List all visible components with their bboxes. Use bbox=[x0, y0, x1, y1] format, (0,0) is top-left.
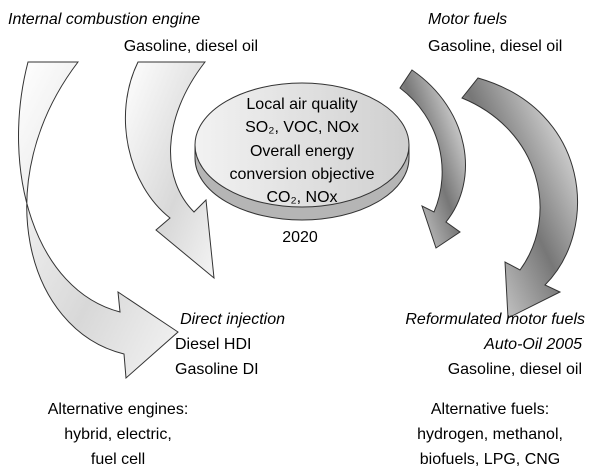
label: hybrid, electric, bbox=[64, 426, 172, 443]
arrow bbox=[461, 77, 578, 319]
label: Diesel HDI bbox=[175, 336, 251, 353]
label: Gasoline, diesel oil bbox=[428, 38, 562, 55]
label: Direct injection bbox=[180, 311, 285, 328]
disc-text: SO₂, VOC, NOx bbox=[245, 119, 359, 136]
label: biofuels, LPG, CNG bbox=[420, 451, 561, 468]
label: Auto-Oil 2005 bbox=[483, 336, 582, 353]
label: Reformulated motor fuels bbox=[405, 311, 585, 328]
label: Internal combustion engine bbox=[8, 11, 200, 28]
year: 2020 bbox=[282, 229, 318, 246]
label: Motor fuels bbox=[428, 11, 507, 28]
label: Alternative engines: bbox=[48, 401, 189, 418]
disc-text: CO₂, NOx bbox=[266, 189, 337, 206]
arrow bbox=[18, 61, 179, 380]
label: fuel cell bbox=[91, 451, 145, 468]
label: Gasoline, diesel oil bbox=[124, 38, 258, 55]
arrow bbox=[124, 61, 215, 280]
disc-text: conversion objective bbox=[230, 166, 375, 183]
disc-text: Local air quality bbox=[246, 96, 357, 113]
label: Gasoline, diesel oil bbox=[448, 361, 582, 378]
label: Alternative fuels: bbox=[431, 401, 549, 418]
arrow bbox=[399, 69, 466, 249]
label: Gasoline DI bbox=[175, 361, 259, 378]
label: hydrogen, methanol, bbox=[417, 426, 563, 443]
disc bbox=[194, 82, 410, 208]
disc-text: Overall energy bbox=[250, 143, 354, 160]
